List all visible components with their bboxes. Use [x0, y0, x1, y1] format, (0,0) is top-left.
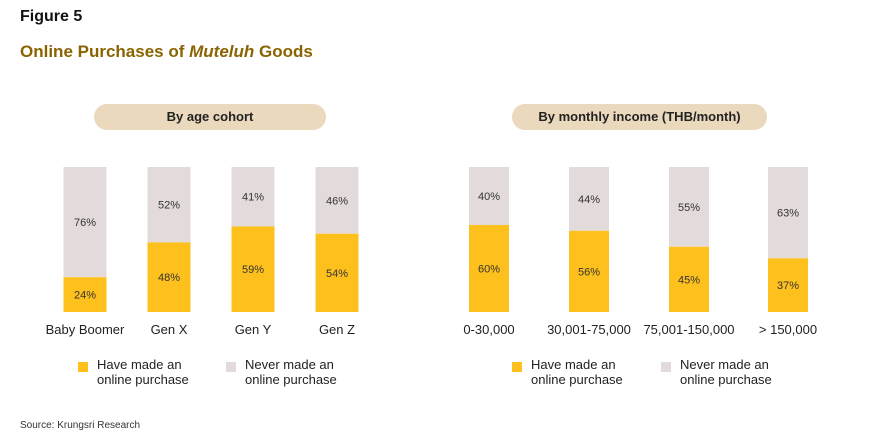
title-prefix: Online Purchases of — [20, 42, 190, 61]
category-label: > 150,000 — [759, 322, 817, 337]
figure-title: Online Purchases of Muteluh Goods — [20, 42, 313, 62]
legend-swatch-made — [78, 362, 88, 372]
legend-label-never: Never made an online purchase — [245, 357, 337, 387]
data-label-never: 76% — [74, 217, 96, 229]
title-suffix: Goods — [254, 42, 313, 61]
title-italic: Muteluh — [189, 42, 255, 61]
legend-swatch-never — [661, 362, 671, 372]
data-label-never: 63% — [777, 208, 799, 220]
bar-segment-never — [147, 167, 191, 243]
data-label-never: 44% — [578, 194, 600, 206]
bar-segment-never — [768, 167, 808, 259]
figure-label: Figure 5 — [20, 8, 83, 25]
income-panel-title: By monthly income (THB/month) — [512, 104, 767, 130]
data-label-never: 55% — [678, 202, 700, 214]
data-label-never: 46% — [326, 195, 348, 207]
category-label: 0-30,000 — [463, 322, 514, 337]
bar-segment-made — [669, 246, 709, 312]
data-label-made: 60% — [478, 264, 500, 276]
category-label: Baby Boomer — [46, 322, 125, 337]
bar-segment-never — [315, 167, 359, 234]
data-label-never: 41% — [242, 192, 264, 204]
data-label-made: 56% — [578, 266, 600, 278]
data-label-made: 54% — [326, 268, 348, 280]
age-cohort-panel-title: By age cohort — [94, 104, 326, 130]
bar-segment-never — [669, 167, 709, 247]
bar-segment-never — [469, 167, 509, 225]
bar-segment-made — [469, 225, 509, 312]
bar-segment-never — [63, 167, 107, 278]
data-label-made: 24% — [74, 290, 96, 302]
bar-segment-made — [569, 230, 609, 312]
category-label: Gen Y — [235, 322, 272, 337]
legend-label-never: Never made an online purchase — [680, 357, 772, 387]
bar-segment-made — [768, 258, 808, 312]
data-label-made: 45% — [678, 274, 700, 286]
bar-segment-made — [63, 277, 107, 312]
data-label-never: 52% — [158, 200, 180, 212]
data-label-made: 37% — [777, 280, 799, 292]
bar-segment-never — [569, 167, 609, 231]
bar-segment-made — [315, 233, 359, 312]
bar-segment-made — [231, 226, 275, 312]
legend-swatch-made — [512, 362, 522, 372]
data-label-made: 48% — [158, 272, 180, 284]
category-label: 75,001-150,000 — [643, 322, 734, 337]
legend-label-made: Have made an online purchase — [97, 357, 189, 387]
data-label-never: 40% — [478, 191, 500, 203]
legend-label-made: Have made an online purchase — [531, 357, 623, 387]
legend-swatch-never — [226, 362, 236, 372]
category-label: Gen Z — [319, 322, 355, 337]
category-label: Gen X — [151, 322, 188, 337]
bar-segment-made — [147, 242, 191, 312]
bar-segment-never — [231, 167, 275, 227]
category-label: 30,001-75,000 — [547, 322, 631, 337]
data-label-made: 59% — [242, 264, 264, 276]
source-note: Source: Krungsri Research — [20, 420, 141, 431]
